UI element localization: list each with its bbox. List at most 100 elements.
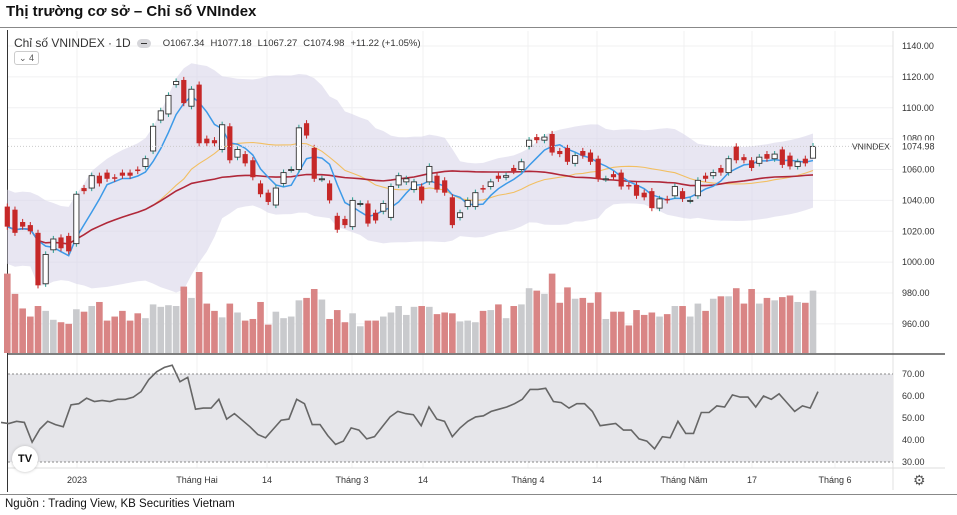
candle-body [12, 209, 18, 233]
candle-body [373, 212, 379, 221]
volume-bar [157, 306, 165, 353]
candle-body [50, 238, 57, 251]
candle-body [204, 138, 210, 144]
price-tick-label: 1040.00 [902, 195, 935, 205]
volume-bar [57, 322, 65, 353]
volume-bar [449, 313, 456, 353]
candle-body [557, 150, 563, 155]
tradingview-logo[interactable]: TV [12, 446, 38, 472]
indicators-toggle-button[interactable]: ⌄ 4 [14, 51, 40, 65]
volume-bar [180, 286, 188, 353]
volume-bar [410, 306, 418, 353]
last-price-label: 1074.98 [902, 141, 935, 151]
ohlc-low: L1067.27 [257, 37, 298, 49]
volume-bar [617, 311, 625, 353]
candle-body [318, 178, 325, 181]
candle-body [702, 175, 709, 179]
candle-body [112, 177, 118, 179]
candle-body [442, 180, 448, 193]
candle-body [403, 178, 410, 183]
price-tick-label: 1000.00 [902, 257, 935, 267]
price-tick-label: 1100.00 [902, 103, 934, 113]
candle-body [119, 172, 125, 176]
volume-bar [27, 316, 34, 353]
volume-bar [379, 316, 387, 353]
volume-bar [349, 313, 356, 353]
candle-body [534, 137, 540, 141]
symbol-label[interactable]: Chỉ số VNINDEX · 1D [14, 36, 131, 50]
candle-body [564, 147, 571, 162]
candle-body [487, 181, 494, 187]
bottom-divider [0, 494, 957, 495]
candle-body [472, 192, 479, 208]
volume-bar [541, 293, 548, 353]
volume-bar [295, 300, 303, 353]
volume-bar [42, 310, 49, 353]
candle-body [127, 172, 133, 176]
candle-body [81, 188, 87, 192]
candle-body [288, 169, 295, 171]
candle-body [495, 175, 501, 179]
time-tick-label: Tháng Năm [660, 475, 707, 485]
volume-bar [387, 312, 395, 353]
volume-bar [732, 288, 740, 353]
rsi-band-fill [8, 374, 893, 462]
volume-bar [34, 306, 42, 353]
volume-bar [226, 303, 234, 353]
volume-bar [19, 308, 26, 353]
moving-average-short-line [7, 95, 814, 257]
candle-body [580, 150, 586, 156]
candle-body [20, 222, 26, 227]
volume-bar [456, 321, 464, 353]
volume-bar [479, 310, 487, 353]
volume-bar [142, 318, 149, 353]
volume-bar [686, 316, 694, 353]
volume-bar [533, 290, 541, 353]
candle-body [733, 146, 739, 161]
candle-body [480, 188, 486, 190]
volume-bar [195, 272, 203, 353]
volume-bar [287, 316, 295, 353]
candle-body [165, 94, 172, 115]
candle-body [326, 183, 333, 201]
rsi-tick-label: 60.00 [902, 391, 925, 401]
volume-bar [211, 310, 218, 353]
volume-bar [510, 306, 518, 353]
volume-bar [372, 320, 379, 353]
hide-legend-icon[interactable] [136, 38, 151, 48]
candle-body [749, 160, 755, 168]
gear-icon[interactable]: ⚙ [913, 472, 926, 488]
candle-body [610, 174, 617, 178]
candle-body [456, 212, 464, 218]
source-note: Nguồn : Trading View, KB Securities Viet… [5, 498, 235, 510]
volume-bar [403, 314, 410, 353]
candle-body [227, 126, 233, 161]
volume-bar [356, 326, 364, 353]
volume-bar [80, 311, 88, 353]
candle-body [710, 172, 717, 177]
last-price-tag [895, 140, 943, 152]
candle-body [365, 203, 371, 224]
volume-bar [4, 273, 11, 353]
page-title: Thị trường cơ sở – Chỉ số VNIndex [6, 3, 257, 20]
volume-bar [679, 306, 686, 353]
volume-bar [441, 312, 448, 353]
candle-body [779, 149, 785, 165]
volume-bar [172, 306, 180, 353]
volume-bar [625, 325, 633, 353]
ohlc-change: +11.22 (+1.05%) [350, 37, 421, 49]
volume-bar [126, 320, 134, 353]
volume-bar [188, 297, 195, 353]
candle-body [66, 235, 72, 252]
volume-bar [656, 316, 663, 353]
candle-body [334, 215, 340, 230]
candle-body [541, 136, 548, 141]
candle-body [250, 160, 256, 178]
candle-body [27, 225, 33, 232]
candle-body [311, 147, 317, 179]
candle-body [718, 167, 724, 173]
candle-body [618, 172, 624, 187]
candle-body [595, 158, 601, 179]
candle-body [173, 81, 180, 86]
